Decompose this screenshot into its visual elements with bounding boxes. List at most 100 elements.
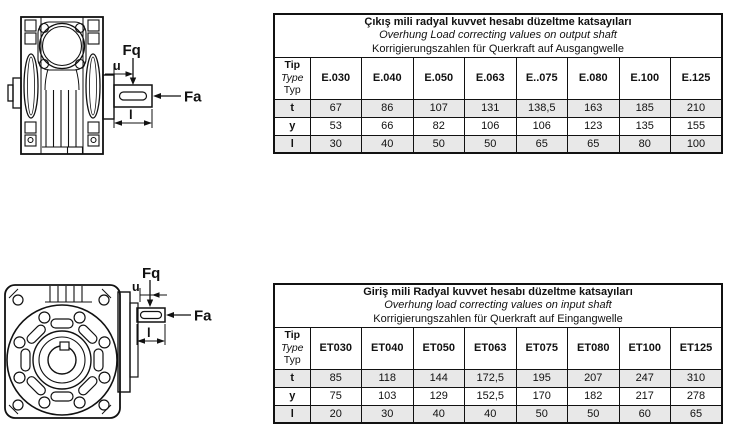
value-cell: 50 xyxy=(412,134,465,154)
type-header-line: Typ xyxy=(283,84,301,97)
value-cell: 82 xyxy=(412,116,465,136)
column-header: ET050 xyxy=(412,326,465,370)
column-header: E.080 xyxy=(567,56,620,100)
column-header: ET100 xyxy=(618,326,671,370)
value-cell: 30 xyxy=(361,404,414,424)
housing-waist xyxy=(44,68,80,91)
value-cell: 53 xyxy=(309,116,362,136)
output-shaft-dimensions: Fq u Fa l xyxy=(105,42,202,128)
input-shaft-keyway xyxy=(139,310,163,320)
value-cell: 50 xyxy=(567,404,620,424)
column-header: E.040 xyxy=(361,56,414,100)
row-label: l xyxy=(273,134,311,154)
u-dimension xyxy=(105,64,133,82)
type-header-line: Type xyxy=(280,71,304,84)
value-cell: 172,5 xyxy=(464,368,517,388)
fa-force-label: Fa xyxy=(194,308,212,325)
table-title-tr: Giriş mili Radyal kuvvet hesabı düzeltme… xyxy=(363,285,633,298)
column-header: E.100 xyxy=(618,56,671,100)
value-cell: 80 xyxy=(618,134,671,154)
value-cell: 40 xyxy=(464,404,517,424)
bore-keyway-notch xyxy=(59,341,70,351)
column-header: ET030 xyxy=(309,326,362,370)
cooling-fins xyxy=(42,90,84,155)
value-cell: 20 xyxy=(309,404,362,424)
value-cell: 131 xyxy=(464,98,517,118)
table-row-t: t 67 86 107 131 138,5 163 185 210 xyxy=(273,98,723,118)
value-cell: 210 xyxy=(670,98,723,118)
row-label: t xyxy=(273,98,311,118)
fa-arrow xyxy=(153,93,181,99)
corner-chamfer-lines xyxy=(8,288,112,415)
l-dimension xyxy=(136,324,166,345)
value-cell: 129 xyxy=(412,386,465,406)
value-cell: 152,5 xyxy=(464,386,517,406)
type-header-line: Type xyxy=(280,341,304,354)
value-cell: 247 xyxy=(618,368,671,388)
column-header: ET063 xyxy=(464,326,517,370)
value-cell: 170 xyxy=(515,386,568,406)
output-shaft-keyway xyxy=(118,91,148,101)
row-label: y xyxy=(273,386,311,406)
column-header: ET080 xyxy=(567,326,620,370)
value-cell: 40 xyxy=(412,404,465,424)
input-shaft-table: Giriş mili Radyal kuvvet hesabı düzeltme… xyxy=(273,283,723,424)
value-cell: 65 xyxy=(515,134,568,154)
housing-outline xyxy=(4,284,121,419)
gearbox-body-side-view xyxy=(7,16,153,155)
value-cell: 278 xyxy=(670,386,723,406)
value-cell: 86 xyxy=(361,98,414,118)
row-label: y xyxy=(273,116,311,136)
rear-shaft-stub xyxy=(7,77,22,109)
value-cell: 144 xyxy=(412,368,465,388)
value-cell: 135 xyxy=(618,116,671,136)
column-header: E.050 xyxy=(412,56,465,100)
value-cell: 207 xyxy=(567,368,620,388)
value-cell: 65 xyxy=(567,134,620,154)
fq-force-label: Fq xyxy=(123,42,141,59)
column-header: E.030 xyxy=(309,56,362,100)
l-dimension-label: l xyxy=(129,107,133,122)
input-shaft xyxy=(136,307,166,323)
input-shaft-dimensions: Fq u Fa l xyxy=(132,265,212,345)
value-cell: 138,5 xyxy=(515,98,568,118)
column-header: ET040 xyxy=(361,326,414,370)
table-title-tr: Çıkış mili radyal kuvvet hesabı düzeltme… xyxy=(364,15,632,28)
value-cell: 217 xyxy=(618,386,671,406)
row-label: l xyxy=(273,404,311,424)
value-cell: 100 xyxy=(670,134,723,154)
type-header-line: Typ xyxy=(283,354,301,367)
value-cell: 60 xyxy=(618,404,671,424)
table-title-cell: Çıkış mili radyal kuvvet hesabı düzeltme… xyxy=(273,13,723,58)
table-title-en: Overhung Load correcting values on outpu… xyxy=(379,29,617,41)
hub-circle-outer xyxy=(32,330,92,390)
flange-bolt-holes xyxy=(13,311,111,409)
value-cell: 107 xyxy=(412,98,465,118)
table-title-de: Korrigierungszahlen für Querkraft auf Au… xyxy=(372,42,624,55)
input-hub-step xyxy=(129,302,139,378)
row-label: t xyxy=(273,368,311,388)
u-dimension-label: u xyxy=(132,280,140,294)
table-title-cell: Giriş mili Radyal kuvvet hesabı düzeltme… xyxy=(273,283,723,328)
column-header: ET075 xyxy=(515,326,568,370)
value-cell: 310 xyxy=(670,368,723,388)
output-flange-circle xyxy=(6,304,118,416)
cooling-fins xyxy=(45,286,92,303)
table-row-l: l 30 40 50 50 65 65 80 100 xyxy=(273,134,723,154)
type-header-cell: Tip Type Typ xyxy=(273,56,311,100)
type-header-line: Tip xyxy=(284,329,301,342)
value-cell: 106 xyxy=(464,116,517,136)
side-lens-contours xyxy=(23,53,101,119)
value-cell: 123 xyxy=(567,116,620,136)
gearbox-body-front-view xyxy=(4,284,166,419)
input-bore-circle xyxy=(41,25,83,67)
value-cell: 75 xyxy=(309,386,362,406)
value-cell: 67 xyxy=(309,98,362,118)
fq-arrow xyxy=(129,58,137,85)
input-flange-plate xyxy=(37,21,87,71)
value-cell: 106 xyxy=(515,116,568,136)
output-hub-step xyxy=(102,74,115,120)
u-dimension xyxy=(139,288,167,302)
table-title-de: Korrigierungszahlen für Querkraft auf Ei… xyxy=(373,312,623,325)
type-header-line: Tip xyxy=(284,59,301,72)
